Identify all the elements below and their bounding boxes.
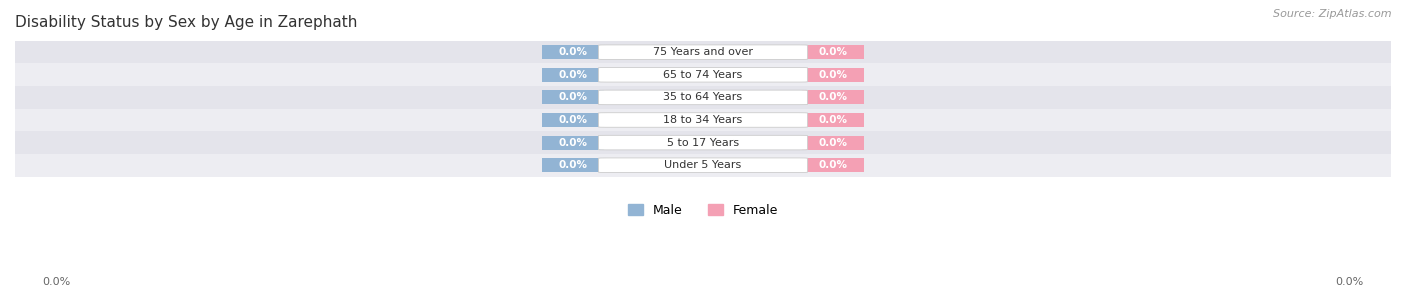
FancyBboxPatch shape (599, 113, 807, 127)
Text: Under 5 Years: Under 5 Years (665, 160, 741, 170)
Text: 0.0%: 0.0% (818, 92, 848, 102)
Text: 0.0%: 0.0% (558, 92, 588, 102)
Text: 0.0%: 0.0% (818, 160, 848, 170)
FancyBboxPatch shape (599, 158, 807, 173)
Text: Source: ZipAtlas.com: Source: ZipAtlas.com (1274, 9, 1392, 19)
Text: 65 to 74 Years: 65 to 74 Years (664, 70, 742, 80)
Text: 5 to 17 Years: 5 to 17 Years (666, 138, 740, 148)
Bar (801, 136, 865, 150)
FancyBboxPatch shape (599, 90, 807, 105)
Bar (0, 131, 1406, 154)
Text: 0.0%: 0.0% (558, 70, 588, 80)
Bar (801, 45, 865, 59)
Text: 0.0%: 0.0% (42, 277, 70, 287)
Bar (0, 154, 1406, 177)
Text: Disability Status by Sex by Age in Zarephath: Disability Status by Sex by Age in Zarep… (15, 15, 357, 30)
Text: 0.0%: 0.0% (558, 160, 588, 170)
Text: 0.0%: 0.0% (818, 115, 848, 125)
FancyBboxPatch shape (599, 45, 807, 59)
Text: 0.0%: 0.0% (1336, 277, 1364, 287)
Bar (541, 90, 605, 104)
Bar (541, 158, 605, 172)
Bar (0, 41, 1406, 63)
Text: 0.0%: 0.0% (818, 138, 848, 148)
Text: 75 Years and over: 75 Years and over (652, 47, 754, 57)
Text: 0.0%: 0.0% (558, 47, 588, 57)
Text: 35 to 64 Years: 35 to 64 Years (664, 92, 742, 102)
Bar (801, 68, 865, 82)
Bar (0, 86, 1406, 109)
Bar (541, 68, 605, 82)
Bar (541, 45, 605, 59)
Bar (541, 136, 605, 150)
FancyBboxPatch shape (599, 67, 807, 82)
Bar (0, 63, 1406, 86)
Bar (801, 113, 865, 127)
Bar (0, 109, 1406, 131)
Text: 18 to 34 Years: 18 to 34 Years (664, 115, 742, 125)
Text: 0.0%: 0.0% (558, 115, 588, 125)
Text: 0.0%: 0.0% (558, 138, 588, 148)
Bar (801, 90, 865, 104)
Legend: Male, Female: Male, Female (623, 199, 783, 222)
Bar (541, 113, 605, 127)
Text: 0.0%: 0.0% (818, 47, 848, 57)
Text: 0.0%: 0.0% (818, 70, 848, 80)
FancyBboxPatch shape (599, 135, 807, 150)
Bar (801, 158, 865, 172)
